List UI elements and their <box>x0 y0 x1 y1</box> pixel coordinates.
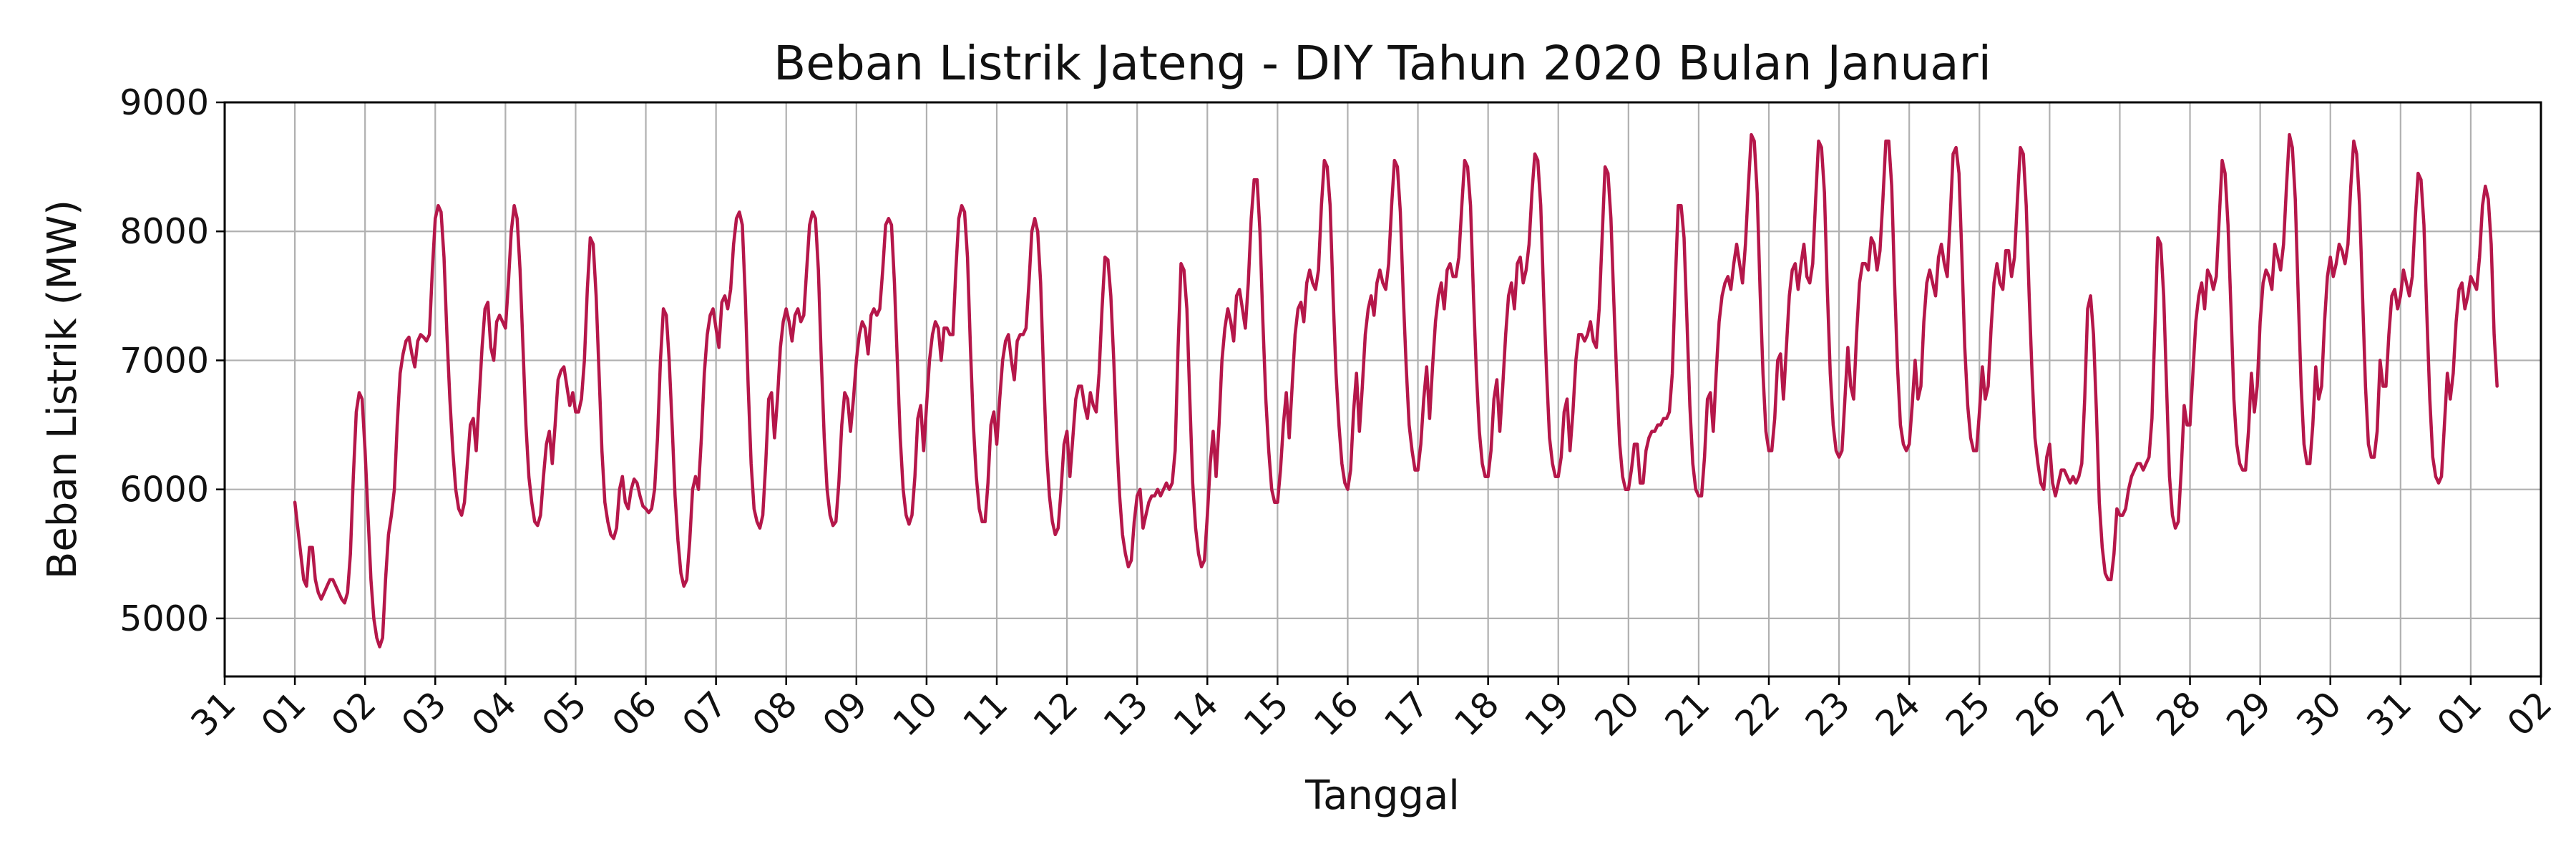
chart-title: Beban Listrik Jateng - DIY Tahun 2020 Bu… <box>774 36 1991 91</box>
plot-area-frame <box>223 101 2542 678</box>
series-layer <box>293 132 2499 649</box>
y-tick-label: 5000 <box>119 598 209 639</box>
y-tick-label: 7000 <box>119 340 209 381</box>
y-tick-label: 9000 <box>119 82 209 123</box>
gridlines <box>223 101 2542 676</box>
y-axis: 5000 6000 7000 8000 9000 <box>119 82 225 639</box>
y-tick-label: 8000 <box>119 211 209 252</box>
x-axis-label: Tanggal <box>1304 772 1460 819</box>
y-axis-label: Beban Listrik (MW) <box>39 200 86 579</box>
y-tick-label: 6000 <box>119 470 209 510</box>
series-line <box>293 132 2499 649</box>
